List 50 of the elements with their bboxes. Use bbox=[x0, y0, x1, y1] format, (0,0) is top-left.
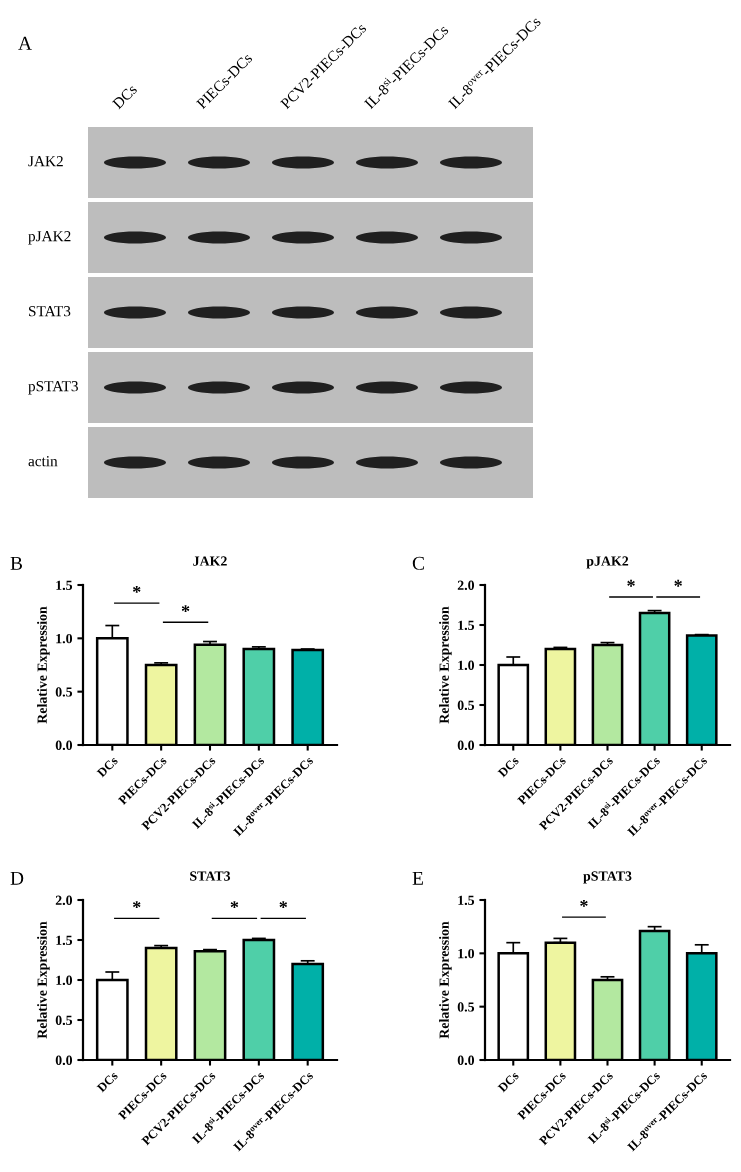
y-tick-label: 0.0 bbox=[55, 740, 73, 751]
y-tick-label: 1.0 bbox=[56, 633, 73, 644]
y-tick-label: 1.0 bbox=[56, 975, 73, 986]
y-tick-label: 0.0 bbox=[457, 1055, 475, 1066]
text: C bbox=[412, 556, 424, 570]
annotation: * bbox=[279, 901, 288, 909]
text: pSTAT3 bbox=[28, 381, 78, 395]
chart-title: JAK2 bbox=[193, 556, 227, 566]
text: STAT3 bbox=[29, 306, 71, 317]
y-axis-title: Relative Expression bbox=[37, 921, 50, 1039]
text: actin bbox=[28, 456, 58, 467]
y-tick-label: 1.5 bbox=[458, 895, 475, 906]
y-tick-label: 0.5 bbox=[457, 1002, 475, 1012]
text: A bbox=[18, 36, 32, 50]
x-tick-label: DCs bbox=[96, 755, 119, 778]
y-tick-label: 1.5 bbox=[458, 620, 475, 631]
y-axis-title: Relative Expression bbox=[439, 606, 452, 724]
x-tick-label: DCs bbox=[497, 1070, 520, 1093]
annotation: * bbox=[230, 901, 239, 909]
y-axis-title: Relative Expression bbox=[37, 606, 50, 724]
chart-title: pJAK2 bbox=[586, 556, 629, 569]
y-tick-label: 2.0 bbox=[457, 580, 475, 591]
y-tick-label: 2.0 bbox=[55, 895, 73, 906]
text: pJAK2 bbox=[28, 231, 71, 245]
x-tick-label: DCs bbox=[497, 755, 520, 778]
y-tick-label: 1.5 bbox=[56, 935, 73, 946]
annotation: * bbox=[132, 585, 141, 593]
category-label: DCs bbox=[111, 83, 138, 110]
text: E bbox=[412, 871, 423, 885]
y-tick-label: 0.5 bbox=[55, 1015, 73, 1026]
chart-title: STAT3 bbox=[190, 871, 231, 881]
y-tick-label: 0.5 bbox=[55, 687, 73, 697]
annotation: * bbox=[181, 605, 190, 612]
text: D bbox=[10, 871, 24, 885]
annotation: * bbox=[674, 579, 682, 587]
annotation: * bbox=[580, 899, 588, 907]
annotation: * bbox=[627, 579, 635, 587]
category-label: IL-8$^{over}$-PIECs-DCs bbox=[447, 15, 542, 110]
annotation: * bbox=[132, 901, 141, 909]
y-tick-label: 0.0 bbox=[457, 740, 475, 751]
y-tick-label: 1.5 bbox=[56, 580, 73, 591]
y-axis-title: Relative Expression bbox=[439, 921, 452, 1039]
y-tick-label: 0.5 bbox=[457, 700, 475, 711]
y-tick-label: 1.0 bbox=[458, 660, 475, 671]
chart-title: pSTAT3 bbox=[583, 871, 632, 884]
text: B bbox=[10, 556, 23, 570]
text: JAK2 bbox=[28, 156, 63, 167]
x-tick-label: DCs bbox=[96, 1070, 119, 1093]
y-tick-label: 0.0 bbox=[55, 1055, 73, 1066]
y-tick-label: 1.0 bbox=[458, 948, 475, 959]
